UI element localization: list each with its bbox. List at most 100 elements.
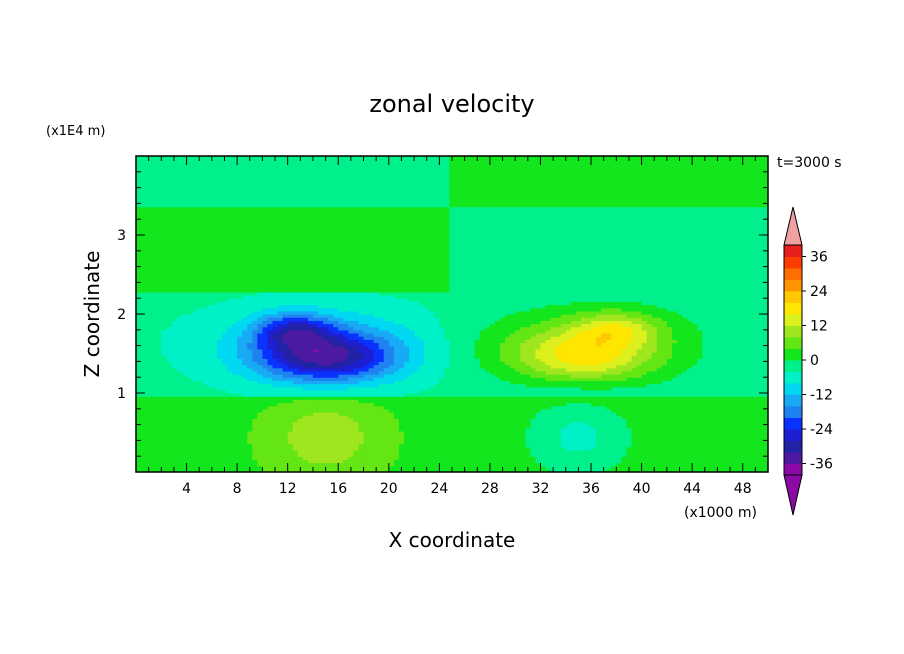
contour-cell [449, 424, 456, 429]
contour-cell [454, 468, 461, 472]
contour-cell [206, 453, 213, 457]
contour-cell [237, 408, 243, 413]
contour-cell [378, 449, 385, 454]
contour-cell [449, 437, 456, 441]
contour-cell [560, 468, 567, 472]
contour-cell [237, 446, 243, 451]
contour-cell [343, 434, 349, 438]
contour-cell [535, 468, 542, 472]
contour-cell [565, 440, 572, 445]
contour-cell [282, 462, 289, 467]
contour-cell [419, 456, 425, 460]
contour-cell [252, 437, 258, 441]
contour-cell [545, 437, 552, 441]
contour-cell [712, 440, 719, 445]
contour-cell [469, 468, 476, 472]
contour-cell [656, 456, 663, 460]
contour-cell [626, 449, 633, 454]
contour-cell [459, 449, 466, 454]
contour-cell [409, 415, 415, 419]
contour-cell [403, 418, 410, 423]
contour-cell [206, 468, 213, 472]
contour-cell [671, 440, 678, 445]
contour-cell [398, 440, 405, 445]
contour-cell [439, 440, 446, 445]
contour-cell [176, 465, 183, 470]
contour-cell [631, 465, 638, 470]
contour-cell [262, 446, 269, 451]
contour-cell [737, 446, 744, 451]
contour-cell [692, 418, 698, 423]
contour-cell [444, 462, 451, 467]
contour-cell [575, 434, 582, 438]
contour-cell [328, 411, 334, 416]
contour-cell [621, 415, 628, 419]
contour-cell [156, 418, 162, 423]
contour-cell [232, 430, 238, 435]
contour-cell [201, 427, 208, 432]
contour-cell [368, 462, 375, 467]
contour-cell [171, 415, 178, 419]
contour-cell [500, 462, 506, 467]
contour-cell [545, 440, 552, 445]
contour-cell [409, 453, 415, 457]
contour-cell [565, 465, 572, 470]
contour-cell [641, 459, 648, 464]
contour-cell [702, 440, 708, 445]
contour-cell [267, 446, 274, 451]
contour-cell [707, 456, 713, 460]
contour-cell [671, 430, 678, 435]
contour-cell [520, 443, 526, 448]
contour-cell [267, 456, 274, 460]
contour-cell [328, 446, 334, 451]
contour-cell [737, 421, 744, 426]
contour-cell [510, 430, 516, 435]
contour-cell [414, 437, 420, 441]
contour-cell [312, 440, 319, 445]
contour-cell [464, 459, 471, 464]
contour-cell [585, 446, 592, 451]
contour-cell [363, 459, 370, 464]
contour-cell [312, 430, 319, 435]
contour-cell [323, 437, 329, 441]
contour-cell [358, 424, 365, 429]
contour-cell [676, 437, 683, 441]
contour-cell [267, 459, 274, 464]
contour-cell [216, 408, 223, 413]
contour-cell [393, 459, 400, 464]
contour-cell [575, 449, 582, 454]
contour-cell [211, 415, 218, 419]
contour-cell [474, 459, 481, 464]
contour-cell [388, 462, 395, 467]
contour-cell [368, 446, 375, 451]
contour-cell [206, 434, 213, 438]
contour-cell [712, 437, 719, 441]
contour-cell [398, 418, 405, 423]
contour-cell [646, 434, 653, 438]
contour-cell [671, 411, 678, 416]
contour-cell [717, 446, 724, 451]
contour-cell [474, 424, 481, 429]
contour-cell [429, 465, 435, 470]
contour-cell [353, 418, 360, 423]
contour-cell [631, 411, 638, 416]
contour-cell [484, 418, 491, 423]
contour-cell [201, 430, 208, 435]
contour-cell [722, 411, 729, 416]
contour-cell [479, 462, 486, 467]
contour-cell [343, 465, 349, 470]
contour-cell [575, 443, 582, 448]
contour-cell [611, 453, 617, 457]
contour-cell [515, 453, 521, 457]
contour-cell [151, 453, 157, 457]
contour-cell [191, 415, 198, 419]
contour-cell [717, 411, 724, 416]
contour-cell [333, 446, 339, 451]
contour-cell [206, 430, 213, 435]
contour-cell [146, 462, 152, 467]
contour-cell [611, 462, 617, 467]
contour-cell [535, 411, 542, 416]
contour-cell [196, 434, 203, 438]
contour-cell [186, 430, 193, 435]
contour-cell [181, 415, 188, 419]
